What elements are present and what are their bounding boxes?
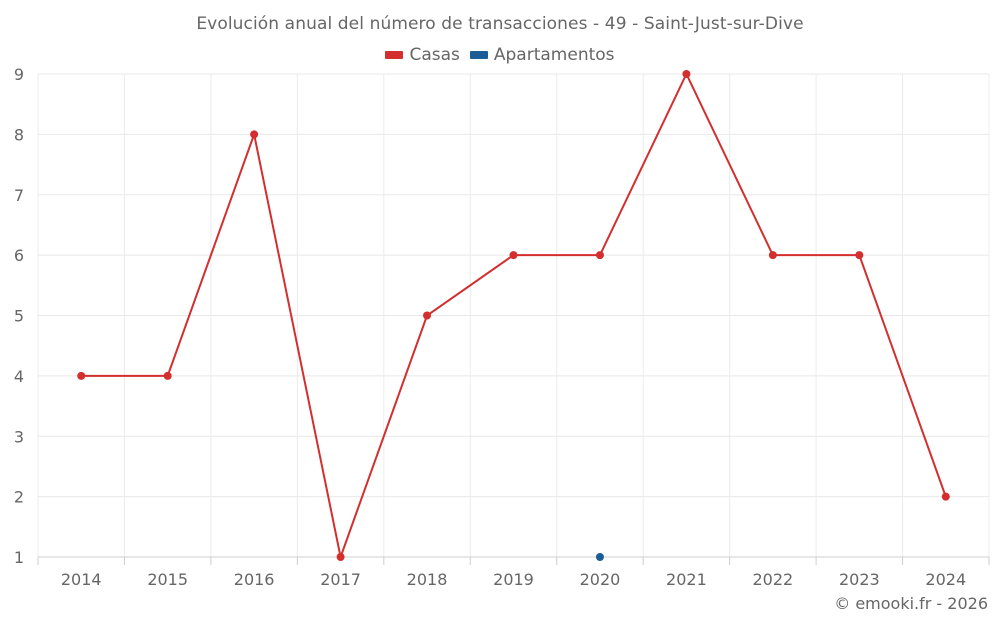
credit-text: © emooki.fr - 2026	[834, 594, 988, 613]
data-point-casas	[941, 492, 950, 501]
x-tick-label: 2022	[753, 570, 794, 589]
x-tick-label: 2023	[839, 570, 880, 589]
legend-label-apartamentos: Apartamentos	[493, 45, 615, 65]
data-point-casas	[595, 251, 604, 260]
y-tick-label: 8	[14, 125, 24, 144]
data-point-casas	[77, 371, 86, 380]
data-point-casas	[250, 130, 259, 139]
y-tick-label: 5	[14, 307, 24, 326]
legend-label-casas: Casas	[409, 45, 460, 65]
data-point-casas	[682, 70, 691, 78]
y-tick-label: 3	[14, 427, 24, 446]
data-point-casas	[336, 553, 345, 561]
y-tick-label: 7	[14, 186, 24, 205]
data-point-casas	[509, 251, 518, 260]
y-tick-label: 9	[14, 65, 24, 84]
data-point-casas	[855, 251, 864, 260]
x-tick-label: 2021	[666, 570, 707, 589]
chart-title: Evolución anual del número de transaccio…	[196, 14, 804, 34]
x-tick-label: 2018	[407, 570, 448, 589]
data-point-apartamentos	[595, 553, 604, 561]
x-tick-label: 2024	[925, 570, 966, 589]
legend-item-apartamentos[interactable]: Apartamentos	[469, 45, 615, 65]
x-tick-label: 2019	[493, 570, 534, 589]
y-tick-label: 2	[14, 488, 24, 507]
y-tick-label: 1	[14, 548, 24, 567]
x-tick-label: 2014	[61, 570, 102, 589]
x-tick-label: 2015	[147, 570, 188, 589]
data-point-casas	[768, 251, 777, 260]
legend-swatch-casas	[385, 51, 404, 59]
chart-legend: Casas Apartamentos	[0, 45, 1000, 65]
legend-swatch-apartamentos	[469, 51, 488, 59]
legend-item-casas[interactable]: Casas	[385, 45, 460, 65]
y-tick-label: 6	[14, 246, 24, 265]
x-tick-label: 2016	[234, 570, 275, 589]
x-tick-label: 2020	[580, 570, 621, 589]
data-point-casas	[163, 371, 172, 380]
data-point-casas	[423, 311, 432, 320]
x-tick-label: 2017	[320, 570, 361, 589]
y-tick-label: 4	[14, 367, 24, 386]
